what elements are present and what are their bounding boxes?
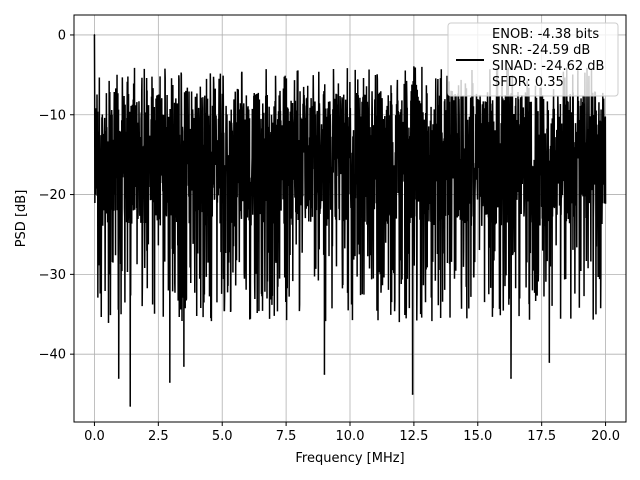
y-tick-label: −20 [39, 188, 66, 203]
y-axis: 0 −10 −20 −30 −40 [39, 28, 74, 363]
x-tick-label: 5.0 [212, 429, 233, 444]
x-tick-label: 0.0 [84, 429, 105, 444]
psd-point [129, 405, 132, 407]
x-axis: 0.0 2.5 5.0 7.5 10.0 12.5 15.0 17.5 20.0 [84, 422, 620, 444]
psd-point [413, 66, 415, 68]
psd-point [183, 365, 185, 367]
legend-entry-sinad: SINAD: -24.62 dB [492, 59, 604, 74]
psd-point [107, 321, 110, 324]
x-tick-label: 10.0 [336, 429, 365, 444]
psd-point [169, 381, 171, 383]
legend-entry-enob: ENOB: -4.38 bits [492, 27, 599, 42]
psd-point [548, 361, 551, 363]
psd-point [323, 373, 326, 375]
x-tick-label: 20.0 [591, 429, 620, 444]
x-tick-label: 2.5 [148, 429, 169, 444]
y-tick-label: −40 [39, 348, 66, 363]
y-tick-label: −10 [39, 108, 66, 123]
legend-entry-sfdr: SFDR: 0.35 [492, 75, 564, 90]
x-axis-label: Frequency [MHz] [295, 451, 404, 466]
legend: ENOB: -4.38 bits SNR: -24.59 dB SINAD: -… [447, 22, 619, 97]
psd-series-line [93, 34, 607, 407]
x-tick-label: 15.0 [463, 429, 492, 444]
legend-box [447, 22, 619, 97]
psd-point [93, 34, 96, 36]
psd-point [510, 377, 512, 379]
psd-point [411, 393, 414, 395]
y-tick-label: −30 [39, 268, 66, 283]
legend-entry-snr: SNR: -24.59 dB [492, 43, 590, 58]
psd-point [98, 257, 101, 260]
x-tick-label: 12.5 [399, 429, 428, 444]
x-tick-label: 17.5 [527, 429, 556, 444]
psd-point [117, 377, 120, 379]
y-tick-label: 0 [58, 28, 66, 43]
plot-area [93, 34, 607, 407]
psd-point [180, 74, 183, 76]
x-tick-label: 7.5 [276, 429, 297, 444]
y-axis-label: PSD [dB] [14, 190, 29, 248]
